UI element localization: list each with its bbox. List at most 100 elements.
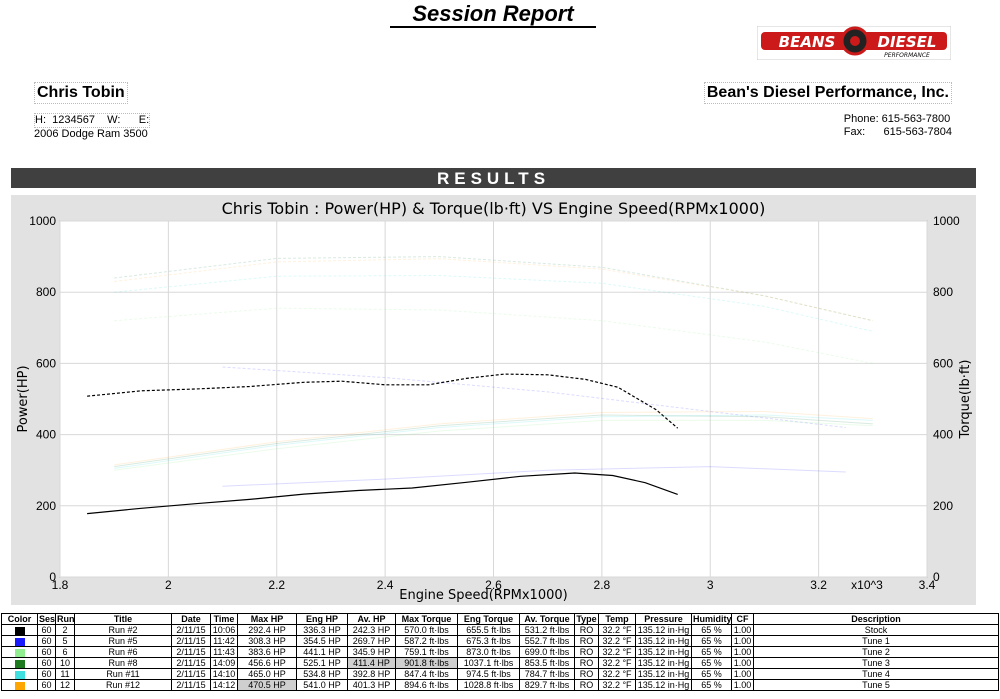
column-header: Eng HP [296, 613, 348, 625]
table-cell: 1.00 [731, 679, 754, 691]
x-tick-label: 3 [707, 578, 714, 592]
table-cell: 11:42 [210, 635, 238, 647]
table-cell: 5 [55, 635, 75, 647]
color-cell [1, 635, 38, 647]
customer-vehicle: 2006 Dodge Ram 3500 [34, 128, 148, 140]
table-cell: 847.4 ft·lbs [395, 668, 458, 680]
table-cell: 2 [55, 624, 75, 636]
table-cell: 829.7 ft·lbs [519, 679, 575, 691]
table-cell: 2/11/15 [171, 657, 211, 669]
column-header: Description [753, 613, 999, 625]
table-cell: 60 [37, 657, 56, 669]
table-cell: 2/11/15 [171, 635, 211, 647]
series-line-11 [114, 410, 873, 466]
color-swatch [14, 681, 25, 690]
table-cell: 1028.8 ft·lbs [457, 679, 520, 691]
x-tick-label: 2.6 [485, 578, 502, 592]
table-cell: 2/11/15 [171, 646, 211, 658]
column-header: Run [55, 613, 75, 625]
x-tick-label: 2.8 [594, 578, 611, 592]
series-line-5 [114, 419, 873, 471]
column-header: CF [731, 613, 754, 625]
table-cell: Tune 1 [753, 635, 999, 647]
series-line-2 [87, 373, 679, 429]
customer-name: Chris Tobin [34, 82, 128, 104]
table-cell: 32.2 °F [598, 635, 636, 647]
series-line-3 [222, 466, 846, 487]
table-cell: 784.7 ft·lbs [519, 668, 575, 680]
table-cell: 292.4 HP [237, 624, 297, 636]
color-swatch [14, 637, 25, 646]
table-row[interactable]: 60 2 Run #2 2/11/15 10:06 292.4 HP 336.3 HP 242… [1, 624, 999, 636]
table-cell: 60 [37, 646, 56, 658]
series-line-8 [114, 256, 873, 322]
report-title: Session Report [390, 0, 596, 28]
table-cell: 65 % [691, 679, 732, 691]
table-row[interactable]: 60 5 Run #5 2/11/15 11:42 308.3 HP 354.5 HP 269… [1, 635, 999, 647]
table-cell: 65 % [691, 668, 732, 680]
table-cell: 759.1 ft·lbs [395, 646, 458, 658]
y-tick-label-right: 800 [933, 285, 953, 299]
table-cell: Tune 2 [753, 646, 999, 658]
logo-graphic: BEANS DIESEL PERFORMANCE [756, 25, 952, 61]
table-cell: 401.3 HP [347, 679, 396, 691]
dyno-chart: 1.8 2 2.2 2.4 2.6 2.8 3 3.2 3.4 0 0 200 200 400 400 600… [11, 195, 976, 605]
series-line-9 [114, 414, 873, 469]
table-cell: 60 [37, 635, 56, 647]
x-tick-label: 3.4 [919, 578, 936, 592]
table-cell: 1037.1 ft·lbs [457, 657, 520, 669]
table-cell: 2/11/15 [171, 668, 211, 680]
logo-text: BEANS [779, 33, 836, 51]
color-cell [1, 668, 38, 680]
table-cell: 901.8 ft·lbs [395, 657, 458, 669]
color-swatch [14, 626, 25, 635]
runs-table: Color Ses Run Title Date Time Max HP Eng HP Av. … [1, 613, 999, 691]
table-cell: 10:06 [210, 624, 238, 636]
table-cell: RO [574, 635, 599, 647]
table-cell: 12 [55, 679, 75, 691]
table-header-row: Color Ses Run Title Date Time Max HP Eng HP Av. … [1, 613, 999, 625]
table-cell: 65 % [691, 657, 732, 669]
table-cell: 32.2 °F [598, 624, 636, 636]
customer-info: H: 1234567 W: E: 2006 Dodge Ram 3500 [34, 113, 151, 141]
x-tick-label: 2.2 [268, 578, 285, 592]
color-swatch [14, 659, 25, 668]
column-header: Pressure [635, 613, 692, 625]
table-cell: 675.3 ft·lbs [457, 635, 520, 647]
column-header: Humidity [691, 613, 732, 625]
column-header: Time [210, 613, 238, 625]
table-cell: 534.8 HP [296, 668, 348, 680]
table-row[interactable]: 60 11 Run #11 2/11/15 14:10 465.0 HP 534.8 HP 3… [1, 668, 999, 680]
y-tick-label-left: 200 [36, 499, 56, 513]
y-tick-label-right: 200 [933, 499, 953, 513]
y-tick-label-left: 1000 [29, 214, 56, 228]
results-banner: RESULTS [11, 168, 976, 188]
y-tick-label-left: 800 [36, 285, 56, 299]
y-tick-label-left: 400 [36, 428, 56, 442]
table-cell: Tune 4 [753, 668, 999, 680]
logo-subtext: PERFORMANCE [884, 52, 930, 59]
table-cell: 14:09 [210, 657, 238, 669]
table-cell: 354.5 HP [296, 635, 348, 647]
table-cell: RO [574, 624, 599, 636]
table-cell: RO [574, 646, 599, 658]
table-cell: 32.2 °F [598, 668, 636, 680]
table-cell: RO [574, 657, 599, 669]
table-cell: 345.9 HP [347, 646, 396, 658]
column-header: Ses [37, 613, 56, 625]
table-row[interactable]: 60 10 Run #8 2/11/15 14:09 456.6 HP 525.1 HP 41… [1, 657, 999, 669]
table-row[interactable]: 60 12 Run #12 2/11/15 14:12 470.5 HP 541.0 HP 4… [1, 679, 999, 691]
table-row[interactable]: 60 6 Run #6 2/11/15 11:43 383.6 HP 441.1 HP 345… [1, 646, 999, 658]
table-cell: 392.8 HP [347, 668, 396, 680]
table-cell: 11 [55, 668, 75, 680]
table-cell: 699.0 ft·lbs [519, 646, 575, 658]
column-header: Av. Torque [519, 613, 575, 625]
column-header: Temp [598, 613, 636, 625]
x-tick-label: 1.8 [52, 578, 69, 592]
table-cell: 456.6 HP [237, 657, 297, 669]
x-tick-label: 2 [165, 578, 172, 592]
table-cell: 135.12 in·Hg [635, 668, 692, 680]
table-cell: 32.2 °F [598, 679, 636, 691]
table-cell: 587.2 ft·lbs [395, 635, 458, 647]
